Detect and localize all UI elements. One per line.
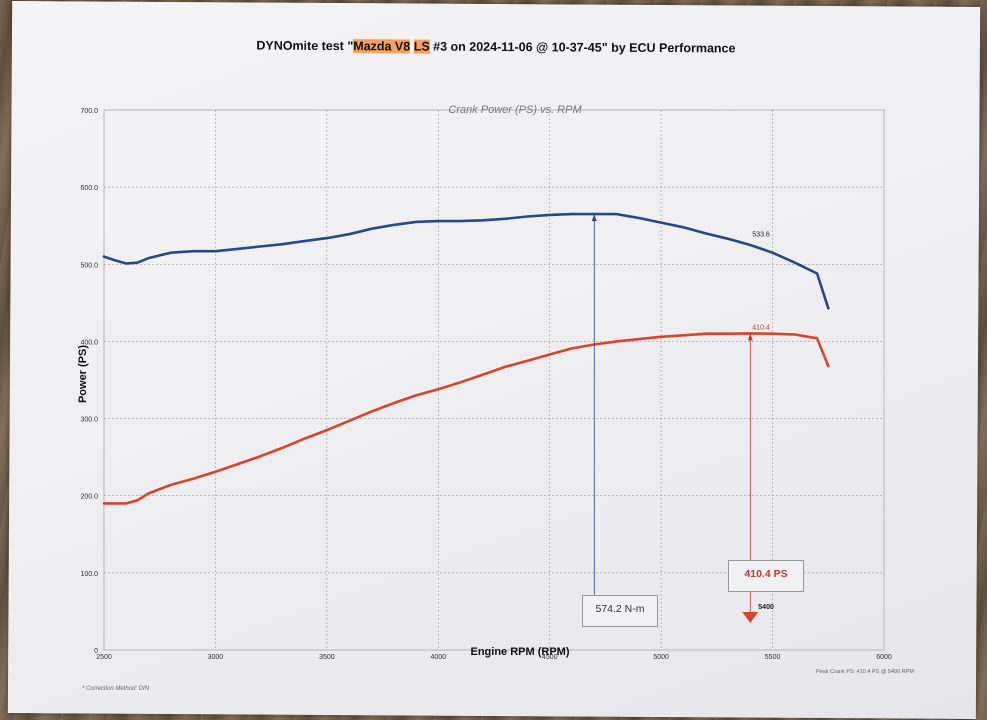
x-tick-label: 4000 [430,654,446,661]
power-peak-arrow [747,333,753,341]
x-tick-label: 5000 [653,654,669,661]
x-tick-label: 2500 [96,654,112,661]
torque-end-value-label: 533.6 [752,231,770,238]
plot-frame [103,109,885,651]
torque-peak-arrow [591,214,597,222]
x-tick-label: 3500 [319,654,335,661]
y-tick-label: 400.0 [80,339,98,346]
y-tick-label: 600.0 [80,185,98,192]
correction-method-note: * Correction Method: DIN [82,686,150,692]
power-curve-line [102,332,830,505]
y-tick-label: 100.0 [80,571,98,578]
peak-torque-callout: 574.2 N-m [582,595,658,627]
peak-power-callout: 410.4 PS [728,560,804,592]
x-axis-label: Engine RPM (RPM) [470,646,570,658]
y-tick-label: 300.0 [80,417,98,424]
x-tick-label: 5500 [765,654,781,661]
peak-summary-note: Peak Crank PS: 410.4 PS @ 5400 RPM [816,669,914,675]
y-axis-label: Power (PS) [77,344,89,404]
y-tick-label: 200.0 [80,494,98,501]
rpm-marker-label: 5400 [758,604,774,611]
torque-curve-line [102,212,830,310]
rpm-marker-triangle [742,612,759,623]
y-tick-label: 700.0 [80,108,98,115]
chart-subtitle: Crank Power (PS) vs. RPM [448,104,582,116]
x-tick-label: 6000 [876,654,892,661]
y-tick-label: 0 [94,648,98,655]
x-tick-label: 4500 [542,654,558,661]
y-tick-label: 500.0 [80,262,98,269]
power-peak-value-label: 410.4 [752,324,770,331]
x-tick-label: 3000 [208,654,224,661]
